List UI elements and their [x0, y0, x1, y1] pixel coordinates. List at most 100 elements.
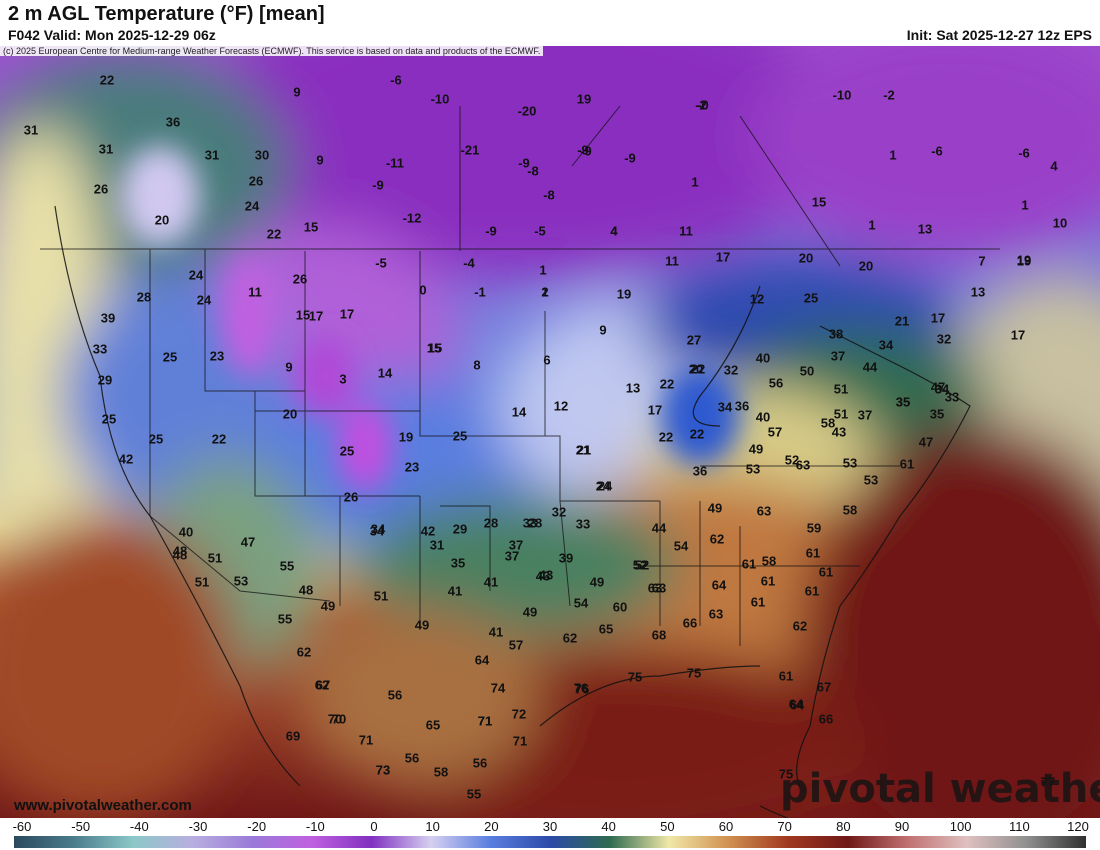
temperature-value-label: 11 — [665, 253, 679, 268]
temperature-value-label: 25 — [453, 428, 467, 443]
temperature-value-label: 67 — [817, 679, 831, 694]
temperature-value-label: 48 — [299, 582, 313, 597]
temperature-value-label: 61 — [761, 573, 775, 588]
coastlines — [54, 205, 971, 818]
temperature-value-label: 17 — [309, 308, 323, 323]
temperature-value-label: 64 — [712, 577, 727, 592]
temperature-value-label: 9 — [316, 152, 323, 167]
temperature-value-label: 73 — [376, 762, 390, 777]
temperature-value-label: 36 — [693, 463, 707, 478]
temperature-value-label: 19 — [1017, 253, 1031, 268]
temperature-value-label: 22 — [212, 431, 226, 446]
temperature-value-label: 32 — [552, 504, 566, 519]
temperature-value-label: 30 — [255, 147, 269, 162]
temperature-value-label: 59 — [807, 520, 821, 535]
color-scale-tick-label: -10 — [305, 819, 325, 834]
map-title: 2 m AGL Temperature (°F) [mean] — [8, 3, 325, 25]
valid-time: F042 Valid: Mon 2025-12-29 06z — [8, 27, 216, 43]
temperature-value-label: -5 — [534, 223, 546, 238]
temperature-value-label: 33 — [523, 515, 537, 530]
temperature-value-label: 9 — [285, 359, 292, 374]
temperature-value-label: 44 — [652, 520, 667, 535]
temperature-value-label: 57 — [509, 637, 523, 652]
temperature-value-label: 22 — [659, 429, 673, 444]
temperature-value-label: 61 — [900, 456, 914, 471]
temperature-value-label: 14 — [378, 365, 393, 380]
color-scale-tick-label: -30 — [188, 819, 208, 834]
temperature-value-label: 35 — [896, 394, 910, 409]
temperature-value-label: -20 — [518, 103, 537, 118]
temperature-value-label: 26 — [344, 489, 358, 504]
temperature-value-label: 31 — [205, 147, 219, 162]
temperature-value-label: -6 — [931, 143, 943, 158]
temperature-value-label: -9 — [372, 177, 384, 192]
pivotal-weather-logo: pivotal weather — [780, 766, 1100, 812]
temperature-value-label: 12 — [750, 291, 764, 306]
temperature-value-label: -9 — [577, 142, 589, 157]
temperature-value-label: 58 — [434, 764, 448, 779]
temperature-value-label: 40 — [756, 409, 770, 424]
map-header: 2 m AGL Temperature (°F) [mean] F042 Val… — [0, 0, 1100, 46]
temperature-value-label: 64 — [790, 697, 805, 712]
temperature-value-label: -2 — [695, 97, 707, 112]
temperature-value-label: 54 — [674, 538, 689, 553]
temperature-value-label: 75 — [628, 669, 642, 684]
temperature-value-label: 56 — [473, 755, 487, 770]
temperature-value-label: 63 — [648, 580, 662, 595]
temperature-value-label: 17 — [931, 310, 945, 325]
temperature-value-label: 35 — [896, 394, 910, 409]
temperature-value-label: 4 — [1050, 158, 1058, 173]
temperature-value-label: 34 — [371, 521, 386, 536]
temperature-value-label: 10 — [1053, 215, 1067, 230]
temperature-value-label: 1 — [889, 147, 896, 162]
temperature-value-label: -11 — [386, 155, 404, 170]
temperature-value-label: 17 — [648, 402, 662, 417]
temperature-value-label: 1 — [539, 262, 546, 277]
temperature-value-label: 61 — [806, 545, 820, 560]
temperature-value-label: 24 — [596, 478, 611, 493]
temperature-value-label: 47 — [931, 379, 945, 394]
temperature-value-label: 62 — [315, 677, 329, 692]
temperature-value-label: 29 — [453, 521, 467, 536]
temperature-value-label: 12 — [554, 398, 568, 413]
temperature-value-label: 31 — [24, 122, 38, 137]
temperature-value-label: 41 — [489, 624, 503, 639]
temperature-value-label: 40 — [179, 524, 193, 539]
temperature-value-label: 1 — [1021, 197, 1028, 212]
color-scale-tick-label: 60 — [718, 819, 734, 834]
temperature-value-label: 62 — [297, 644, 311, 659]
temperature-value-label: 53 — [843, 455, 857, 470]
temperature-value-label: 62 — [563, 630, 577, 645]
temperature-value-label: 51 — [834, 406, 848, 421]
temperature-value-label: 71 — [478, 713, 492, 728]
temperature-value-label: 35 — [451, 555, 465, 570]
temperature-value-label: 25 — [102, 411, 116, 426]
color-scale-tick-label: -60 — [12, 819, 32, 834]
temperature-value-label: -6 — [1018, 145, 1030, 160]
temperature-value-label: 63 — [652, 580, 666, 595]
temperature-value-label: 17 — [340, 306, 354, 321]
temperature-value-label: 13 — [971, 284, 985, 299]
mountain-detail — [120, 146, 740, 491]
color-scale-labels: -60 -50 -40 -30 -20 -10 0 10 20 30 40 50 60 70 80 90 100… — [0, 818, 1100, 834]
temperature-value-label: 21 — [576, 442, 590, 457]
color-scale-tick-label: 40 — [601, 819, 616, 834]
temperature-value-label: 52 — [633, 557, 647, 572]
temperature-value-label: 17 — [716, 249, 730, 264]
temperature-value-label: 58 — [762, 553, 776, 568]
temperature-value-label: -4 — [463, 255, 475, 270]
temperature-value-label: 9 — [599, 322, 606, 337]
color-scale-tick-label: 110 — [1008, 819, 1030, 834]
temperature-value-label: 70 — [332, 711, 346, 726]
temperature-value-label: 22 — [691, 361, 705, 376]
temperature-value-label: 55 — [280, 558, 294, 573]
temperature-value-label: 28 — [484, 515, 498, 530]
temperature-value-label: 55 — [278, 611, 292, 626]
temperature-value-label: 19 — [577, 91, 591, 106]
color-scale-tick-label: 10 — [425, 819, 440, 834]
temperature-value-label: 34 — [370, 523, 385, 538]
temperature-value-label: 24 — [197, 292, 212, 307]
temperature-value-label: 26 — [94, 181, 108, 196]
temperature-value-label: 66 — [819, 711, 833, 726]
temperature-value-label: -8 — [527, 163, 539, 178]
